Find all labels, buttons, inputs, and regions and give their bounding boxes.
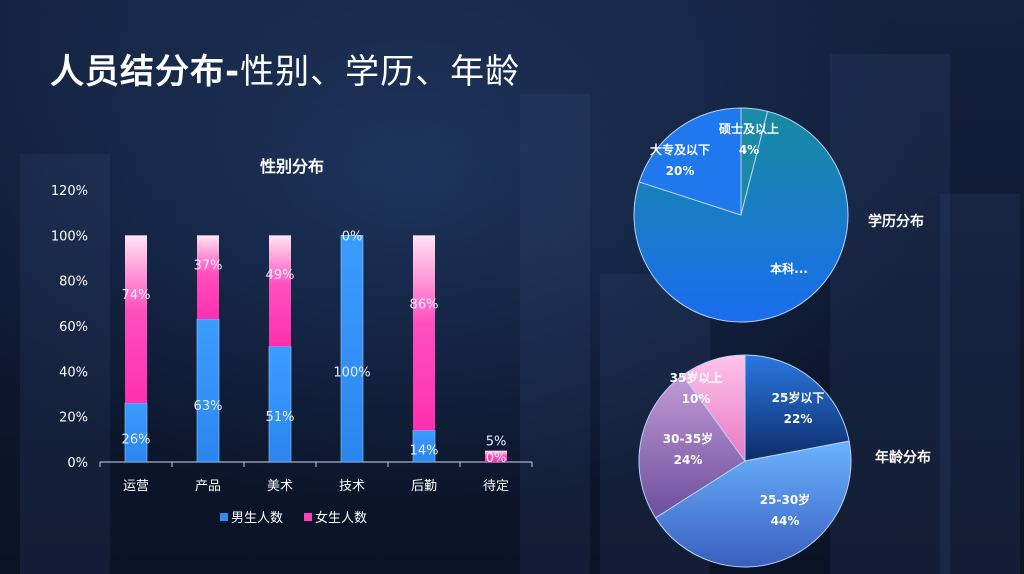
- age-pie-title: 年龄分布: [875, 449, 931, 466]
- y-tick-label: 40%: [59, 365, 88, 380]
- pie-slice-label: 25-30岁: [760, 492, 810, 507]
- pie-slice-label: 本科...: [770, 261, 808, 276]
- bar-female-label: 37%: [194, 259, 223, 274]
- pie-slice-label: 大专及以下: [650, 142, 710, 157]
- bar-female: [485, 450, 507, 462]
- pie-slice-value: 44%: [771, 514, 800, 528]
- pie-slice-value: 4%: [739, 143, 759, 157]
- pie-slice: [638, 107, 742, 216]
- pie-slice: [654, 440, 852, 568]
- legend-swatch: [304, 513, 312, 521]
- bar-female-label: 86%: [410, 298, 439, 313]
- y-tick-label: 20%: [59, 411, 88, 426]
- bar-y-axis: 0% 20% 40% 60% 80% 100% 120%: [51, 184, 88, 471]
- bar-female: [125, 235, 147, 404]
- page-title-bold: 人员结分布-: [50, 52, 241, 92]
- education-pie: 硕士及以上 4% 本科... 大专及以下 20%: [633, 107, 849, 323]
- bar-male-label: 51%: [266, 410, 295, 425]
- legend-label: 女生人数: [315, 510, 367, 526]
- pie-slice-label: 25岁以下: [772, 390, 825, 405]
- pie-slice-label: 硕士及以上: [719, 121, 779, 136]
- bar-female-label: 74%: [122, 288, 151, 303]
- bar-x-axis: 运营 产品 美术 技术 后勤 待定: [99, 462, 533, 494]
- age-pie: 25岁以下 22% 25-30岁 44% 30-35岁 24% 35岁以上 10%: [638, 354, 852, 568]
- bar-male-label: 100%: [333, 365, 370, 380]
- y-tick-label: 120%: [51, 184, 88, 199]
- x-tick-label: 后勤: [411, 479, 437, 494]
- bar-male: [196, 318, 220, 463]
- bar-female: [197, 235, 219, 320]
- bar-female-label: 49%: [266, 268, 295, 283]
- legend-swatch: [220, 513, 228, 521]
- pie-slice-label: 30-35岁: [663, 431, 713, 446]
- pie-slice-label: 35岁以上: [670, 370, 723, 385]
- backdrop-building: [520, 94, 590, 574]
- pie-slice: [681, 354, 746, 463]
- bar-male-label: 0%: [486, 451, 507, 466]
- pie-slice-value: 10%: [682, 392, 711, 406]
- pie-slice-value: 22%: [784, 412, 813, 426]
- bar-female-label: 5%: [486, 435, 507, 450]
- pie-slice-value: 20%: [666, 164, 695, 178]
- bar-male-label: 14%: [410, 443, 439, 458]
- bar-male: [124, 402, 148, 463]
- legend-label: 男生人数: [231, 511, 283, 526]
- page-title-rest: 性别、学历、年龄: [240, 52, 521, 92]
- backdrop-building: [20, 154, 110, 574]
- backdrop-building: [830, 54, 950, 574]
- education-pie-title: 学历分布: [868, 213, 924, 230]
- y-tick-label: 80%: [59, 275, 88, 290]
- y-tick-label: 0%: [67, 456, 88, 471]
- backdrop-building: [940, 194, 1020, 574]
- x-tick-label: 产品: [195, 479, 221, 494]
- bar-data-labels: 26%74%63%37%51%49%100%0%14%86%0%5%: [122, 229, 507, 466]
- y-tick-label: 100%: [51, 229, 88, 244]
- bar-series: [124, 235, 507, 463]
- pie-slice: [744, 354, 850, 462]
- x-tick-label: 美术: [267, 479, 293, 494]
- pie-slice-value: 24%: [674, 453, 703, 467]
- bar-chart-title: 性别分布: [260, 157, 324, 176]
- pie-slice: [638, 374, 746, 519]
- bar-legend: 男生人数 女生人数: [220, 510, 367, 526]
- bar-female: [413, 235, 435, 431]
- bar-male: [268, 346, 292, 463]
- bar-male: [340, 235, 364, 463]
- bar-male-label: 26%: [122, 432, 151, 447]
- bar-male-label: 63%: [194, 399, 223, 414]
- x-tick-label: 待定: [483, 479, 509, 494]
- pie-slice: [633, 110, 849, 323]
- bar-female-label: 0%: [342, 229, 363, 244]
- x-tick-label: 技术: [339, 479, 365, 494]
- x-tick-label: 运营: [123, 479, 149, 494]
- bar-female: [269, 235, 291, 347]
- page-title: 人员结分布-性别、学历、年龄: [50, 44, 520, 93]
- y-tick-label: 60%: [59, 320, 88, 335]
